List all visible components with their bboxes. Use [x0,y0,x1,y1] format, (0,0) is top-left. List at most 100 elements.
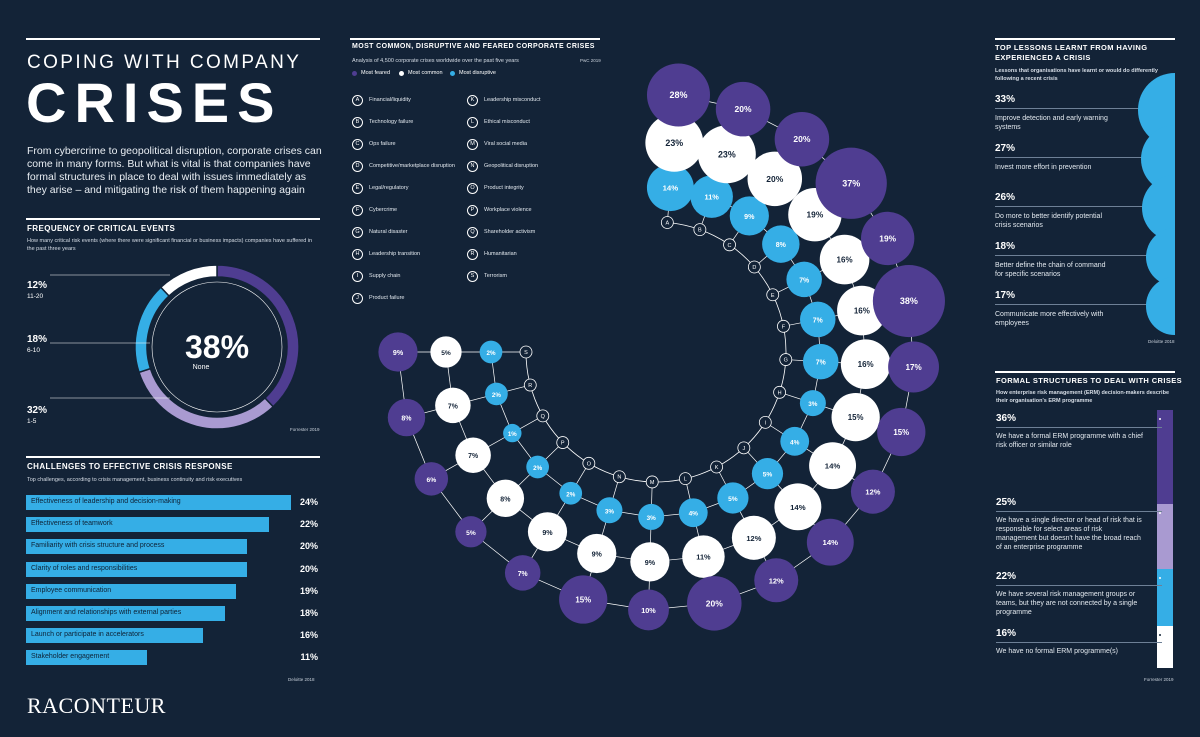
category-letter: S [467,271,478,282]
lesson-label: Improve detection and early warning syst… [995,115,1108,131]
freq-label-3: 32% 1-5 [27,405,47,425]
category-node [693,223,707,237]
freq-label-1-range: 11-20 [27,293,44,300]
title-top: COPING WITH COMPANY [27,52,302,73]
category-node-letter: O [587,461,592,467]
lesson-label: Better define the chain of command for s… [995,262,1106,278]
category-name: Ethical misconduct [484,119,530,125]
crisis-bubble-label: 8% [776,242,787,249]
raconteur-logo: RACONTEUR [27,693,166,718]
erm-bar-segment [1157,568,1173,627]
lessons-subtitle: Lessons that organisations have learnt o… [995,68,1158,82]
challenge-label: Employee communication [31,586,112,594]
challenge-bar-row: Clarity of roles and responsibilities 20% [26,561,318,577]
category-letter: C [352,139,363,150]
challenge-label: Alignment and relationships with externa… [31,609,182,616]
category-node [519,345,533,359]
challenge-bar-row: Stakeholder engagement 11% [26,650,318,666]
category-node-letter: J [742,446,745,452]
category-node [773,385,786,399]
erm-divider [996,511,1162,512]
category-name: Geopolitical disruption [484,163,539,169]
crisis-bubble-most-disruptive [596,497,623,524]
erm-value: 16% [996,628,1017,639]
erm-label: We have several risk management groups o… [996,591,1138,616]
crisis-bubble-label: 4% [790,439,800,446]
challenge-bar [26,495,291,510]
erm-source: Forrester 2019 [1144,677,1174,682]
lesson-value: 17% [995,290,1016,301]
crisis-bubble-label: 2% [533,465,542,472]
donut-inner-ring [151,281,283,413]
erm-bar-segment [1157,410,1173,504]
crisis-bubble-most-common [831,392,880,442]
lesson-value: 27% [995,143,1016,154]
crisis-bubble-most-disruptive [786,261,822,298]
challenge-bar [26,628,203,644]
crisis-bubble-label: 1% [508,431,517,438]
category-node [645,475,659,489]
challenge-value: 18% [299,608,318,618]
crises-rule [350,38,600,40]
crisis-bubble-label: 11% [696,553,711,562]
lessons-rule [995,38,1175,40]
category-node [660,216,674,229]
category-node [678,472,692,486]
freq-label-1: 12% 11-20 [27,280,47,300]
category-node-letter: F [782,324,786,330]
challenge-label: Stakeholder engagement [31,653,110,661]
crisis-bubble-label: 15% [575,596,591,605]
crisis-bubble-label: 14% [825,462,841,471]
intro-text: From cybercrime to geopolitical disrupti… [27,145,322,196]
erm-bar-tick [1159,576,1161,579]
category-node-letter: B [698,228,702,234]
crises-legend: Most feared Most common Most disruptive [352,69,552,79]
legend-common-label: Most common [408,70,443,76]
crisis-bubble-most-feared [754,558,799,603]
crisis-bubble-most-feared [504,555,541,591]
category-letter: G [352,227,363,238]
challenge-label: Effectiveness of teamwork [31,520,113,528]
crisis-bubble-label: 5% [728,496,738,503]
crisis-bubble-label: 14% [790,503,806,512]
erm-value: 25% [996,497,1017,508]
donut-center-label: None [193,364,210,371]
category-node [758,415,772,429]
crisis-bubble-label: 9% [645,559,656,567]
crisis-bubble-most-feared [414,462,449,496]
category-node [747,260,761,274]
crisis-bubble-most-common [645,113,704,172]
crisis-bubble-label: 2% [486,350,495,357]
frequency-title: FREQUENCY OF CRITICAL EVENTS [27,224,176,233]
crisis-bubble-most-feared [774,111,830,167]
lesson-value: 26% [995,192,1016,203]
category-node-letter: C [728,243,732,249]
lesson-divider [995,206,1165,207]
category-name: Humanitarian [484,251,517,257]
crises-subtitle: Analysis of 4,500 corporate crises world… [352,58,519,64]
crisis-bubble-most-feared [559,575,608,624]
crisis-bubble-most-feared [628,589,669,631]
crisis-bubble-most-disruptive [526,455,549,479]
crisis-bubble-label: 19% [879,233,896,243]
crises-title: MOST COMMON, DISRUPTIVE AND FEARED CORPO… [352,43,595,50]
legend-feared-dot [352,71,357,76]
category-letter: A [352,95,363,106]
crisis-bubble-most-common [840,339,891,390]
category-node-letter: A [665,220,669,226]
crisis-bubble-label: 3% [605,508,615,515]
freq-label-1-pct: 12% [27,280,48,291]
donut-slice-11-20 [159,264,218,298]
challenge-bar-row: Effectiveness of teamwork 22% [26,517,318,533]
crisis-bubble-label: 14% [663,184,679,193]
crisis-bubble-most-feared [877,407,926,457]
crisis-bubble-most-disruptive [485,382,508,406]
crisis-bubble-label: 38% [900,296,918,306]
crisis-bubble-most-disruptive [762,225,800,263]
challenges-source: Deloitte 2018 [288,677,315,682]
challenge-bar [26,583,236,599]
crisis-bubble-most-disruptive [717,482,749,514]
crisis-bubble-most-feared [806,518,854,566]
challenge-bar [26,561,247,577]
crisis-bubble-most-disruptive [751,458,784,490]
